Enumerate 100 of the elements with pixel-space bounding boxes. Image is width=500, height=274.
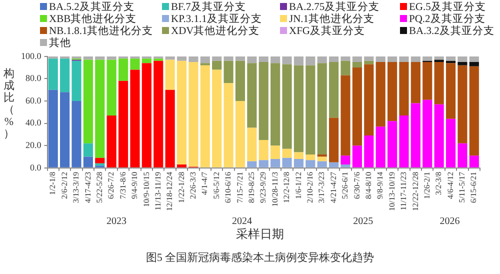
bar <box>95 158 105 164</box>
bar <box>72 56 82 59</box>
bar <box>364 136 374 168</box>
bar <box>247 161 257 168</box>
x-tick-label: 4/1-4/7 <box>200 172 210 195</box>
bar <box>446 63 456 119</box>
bar <box>352 146 362 168</box>
x-tick-label: 11/17-11/23 <box>399 172 408 210</box>
bar <box>270 146 280 159</box>
bar <box>317 156 327 162</box>
bar <box>106 60 116 116</box>
bar <box>188 62 198 167</box>
x-tick-label: 12/2-12/8 <box>282 172 292 203</box>
bar <box>247 63 257 128</box>
bar <box>258 160 268 168</box>
y-tick-label: 60.0 <box>26 95 42 106</box>
bar <box>434 104 444 168</box>
legend-label: BA.2.75及其亚分支 <box>288 2 381 13</box>
x-tick-label: 7/31-8/6 <box>118 172 128 199</box>
bar <box>410 103 420 168</box>
bar <box>329 162 339 168</box>
bar <box>387 56 398 62</box>
bar <box>294 152 304 159</box>
bar <box>399 56 409 62</box>
legend-label: BA.5.2及其亚分支 <box>48 2 136 13</box>
y-tick-label: 40.0 <box>26 118 42 128</box>
legend-label: XBB其他进化分支 <box>48 14 138 25</box>
text: 2025 <box>353 216 374 227</box>
bar <box>60 58 70 92</box>
bar <box>60 92 70 168</box>
x-tick-label: 6/26-7/2 <box>106 172 116 199</box>
x-tick-label: 6/10-6/16 <box>224 172 233 203</box>
bar <box>340 156 350 165</box>
bar <box>224 56 234 61</box>
bar <box>130 58 140 70</box>
bar <box>258 62 268 140</box>
bar <box>446 56 456 61</box>
x-tick-label: 1/2-1/8 <box>48 172 58 195</box>
x-tick-label: 12/18-12/24 <box>165 172 174 211</box>
bar <box>340 60 350 76</box>
bar <box>235 56 246 61</box>
bar <box>224 83 234 168</box>
bar <box>306 160 316 168</box>
bar <box>329 118 339 162</box>
bar <box>72 100 82 168</box>
bar <box>247 128 257 162</box>
bar <box>329 56 339 62</box>
x-tick-label: 5/22-5/28 <box>94 172 104 203</box>
bar <box>376 62 386 127</box>
bar <box>340 164 350 168</box>
x-tick-label: 3/2-3/8 <box>434 172 444 195</box>
bar <box>387 121 398 168</box>
bar <box>458 56 468 62</box>
bar <box>83 156 93 168</box>
bar <box>294 158 304 168</box>
bar <box>376 126 386 168</box>
legend-label: 其他 <box>48 38 72 50</box>
bar <box>165 90 175 168</box>
bar <box>154 60 164 168</box>
x-tick-label: 4/21-4/27 <box>328 172 338 203</box>
x-tick-label: 1/26-2/1 <box>422 172 432 199</box>
bar <box>176 164 187 168</box>
bar <box>352 56 362 62</box>
x-tick-label: 5/11-5/17 <box>458 172 467 203</box>
legend-label: EG.5及其亚分支 <box>408 2 487 13</box>
text: 2023 <box>106 216 126 227</box>
bar <box>458 65 468 144</box>
bar <box>410 56 420 62</box>
x-tick-label: 5/26-6/1 <box>340 172 350 199</box>
bar <box>282 158 292 168</box>
bar <box>340 75 350 156</box>
bar <box>340 56 350 61</box>
bar <box>317 161 327 168</box>
x-tick-label: 7/15-7/21 <box>235 172 244 203</box>
bar <box>458 62 468 66</box>
bar <box>469 62 479 66</box>
bar <box>446 118 456 168</box>
y-tick-label: 20.0 <box>26 140 42 150</box>
bar <box>422 56 432 61</box>
bar <box>247 56 257 64</box>
bar <box>118 80 128 168</box>
bar <box>95 60 105 158</box>
bar <box>329 62 339 118</box>
bar <box>212 70 222 168</box>
legend-label: BA.3.2及其亚分支 <box>408 26 496 38</box>
y-axis-title: 构成比（%） <box>2 68 16 140</box>
x-tick-label: 3/17-3/23 <box>317 172 326 203</box>
x-tick-label: 2/26-3/3 <box>188 172 198 199</box>
bar <box>130 56 140 59</box>
bar <box>376 56 386 62</box>
bar <box>48 58 58 90</box>
bar <box>306 65 316 155</box>
x-tick-label: 2/6-2/12 <box>60 172 69 199</box>
legend-label: XFG及其亚分支 <box>288 26 366 38</box>
bar <box>235 60 246 101</box>
x-tick-label: 2/10-2/16 <box>306 172 315 203</box>
x-tick-label: 6/15-6/21 <box>469 172 478 203</box>
x-tick-label: 9/4-9/10 <box>130 172 140 199</box>
bar <box>130 70 140 168</box>
bar <box>294 56 304 66</box>
